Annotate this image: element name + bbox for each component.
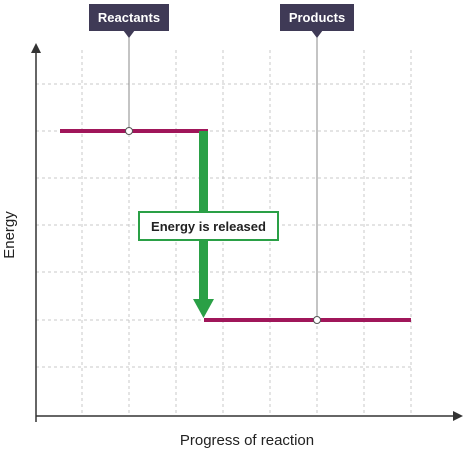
products-callout: Products bbox=[280, 4, 354, 38]
products-marker bbox=[313, 316, 321, 324]
reactants-marker bbox=[125, 127, 133, 135]
reactants-label: Reactants bbox=[98, 10, 160, 25]
reactants-callout: Reactants bbox=[89, 4, 169, 38]
y-axis-label: Energy bbox=[1, 211, 18, 259]
x-axis-arrowhead bbox=[453, 411, 463, 421]
energy-released-callout: Energy is released bbox=[138, 211, 279, 241]
energy-released-label: Energy is released bbox=[151, 219, 266, 234]
axes bbox=[35, 48, 460, 417]
y-axis-arrowhead bbox=[31, 43, 41, 53]
products-label: Products bbox=[289, 10, 345, 25]
x-axis-label: Progress of reaction bbox=[180, 432, 314, 449]
